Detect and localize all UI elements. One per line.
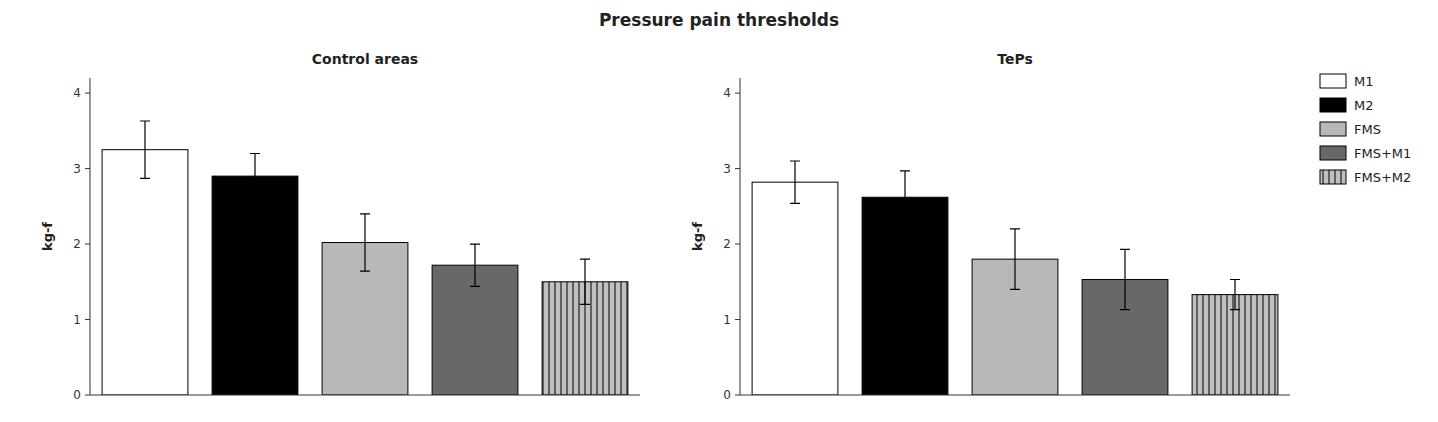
y-axis [90, 78, 91, 395]
y-tick-label: 2 [73, 237, 81, 251]
bar [102, 150, 188, 395]
subtitle: TePs [997, 51, 1033, 67]
y-tick [735, 244, 740, 245]
legend-swatch [1320, 146, 1346, 160]
panel: Control areas 0 1 2 3 4 kg-f [40, 51, 640, 402]
legend-label: M1 [1354, 74, 1374, 89]
legend-label: M2 [1354, 98, 1374, 113]
y-tick-label: 4 [723, 86, 731, 100]
legend: M1 M2 FMS FMS+M1 FMS+M2 [1320, 74, 1411, 185]
y-tick [85, 168, 90, 169]
y-tick [85, 244, 90, 245]
y-tick [85, 93, 90, 94]
bar [752, 182, 838, 395]
x-axis [90, 395, 640, 396]
x-axis [740, 395, 1290, 396]
marks [752, 161, 1278, 395]
y-tick-label: 3 [73, 162, 81, 176]
legend-swatch [1320, 98, 1346, 112]
y-tick-label: 2 [723, 237, 731, 251]
y-label: kg-f [690, 222, 705, 251]
y-tick [85, 319, 90, 320]
marks [102, 121, 628, 395]
y-tick [85, 395, 90, 396]
error-bar [900, 171, 910, 224]
legend-label: FMS [1354, 122, 1381, 137]
legend-swatch [1320, 122, 1346, 136]
y-tick [735, 319, 740, 320]
error-bar [1010, 229, 1020, 289]
y-tick [735, 93, 740, 94]
error-bar [790, 161, 800, 203]
bar [862, 197, 948, 395]
subtitle: Control areas [312, 51, 418, 67]
legend-label: FMS+M2 [1354, 170, 1411, 185]
title: Pressure pain thresholds [599, 10, 839, 30]
legend-swatch [1320, 170, 1346, 184]
error-bar [140, 121, 150, 178]
y-tick-label: 1 [73, 313, 81, 327]
error-bar [1230, 280, 1240, 310]
y-tick-label: 4 [73, 86, 81, 100]
y-tick-label: 1 [723, 313, 731, 327]
legend-label: FMS+M1 [1354, 146, 1411, 161]
error-bar [1120, 249, 1130, 309]
y-label: kg-f [40, 222, 55, 251]
y-axis [740, 78, 741, 395]
y-tick-label: 0 [723, 388, 731, 402]
y-tick [735, 395, 740, 396]
chart: Pressure pain thresholds Control areas 0 1 2… [0, 0, 1438, 422]
error-bar [580, 259, 590, 304]
panel: TePs 0 1 2 3 4 kg-f [690, 51, 1290, 402]
bar [212, 176, 298, 395]
error-bar [470, 244, 480, 286]
error-bar [360, 214, 370, 271]
error-bar [250, 153, 260, 198]
y-tick-label: 3 [723, 162, 731, 176]
legend-swatch [1320, 74, 1346, 88]
y-tick [735, 168, 740, 169]
y-tick-label: 0 [73, 388, 81, 402]
